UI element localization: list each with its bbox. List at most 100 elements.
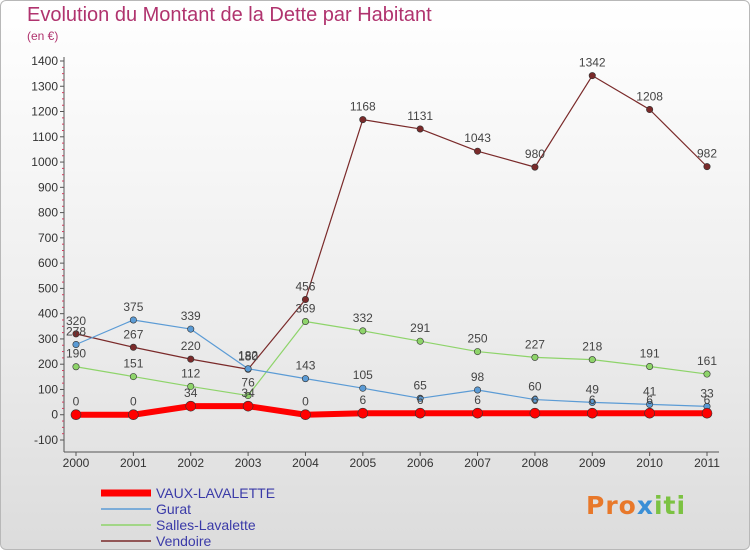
data-label: 182 bbox=[238, 349, 258, 363]
data-label: 332 bbox=[353, 311, 373, 325]
data-label: 0 bbox=[130, 395, 137, 409]
x-tick-label: 2009 bbox=[579, 456, 606, 470]
x-tick-label: 2005 bbox=[349, 456, 376, 470]
data-point bbox=[301, 375, 309, 383]
data-point bbox=[646, 106, 654, 114]
data-label: 34 bbox=[184, 386, 198, 400]
y-tick-label: 1200 bbox=[31, 105, 58, 119]
data-label: 191 bbox=[640, 346, 660, 360]
data-label: 6 bbox=[359, 393, 366, 407]
data-point bbox=[531, 163, 539, 171]
data-label: 982 bbox=[697, 147, 717, 161]
data-point bbox=[187, 355, 195, 363]
x-tick-label: 2003 bbox=[235, 456, 262, 470]
data-point bbox=[187, 325, 195, 333]
y-tick-label: 1100 bbox=[32, 130, 58, 144]
series-line bbox=[75, 75, 708, 370]
data-point bbox=[701, 407, 713, 419]
data-label: 320 bbox=[66, 314, 86, 328]
data-label: 267 bbox=[123, 327, 143, 341]
data-point bbox=[301, 296, 309, 304]
data-point bbox=[244, 365, 252, 373]
data-label: 41 bbox=[643, 384, 657, 398]
y-tick-label: -100 bbox=[34, 433, 58, 447]
data-label: 6 bbox=[417, 393, 424, 407]
data-point bbox=[70, 409, 82, 421]
data-label: 375 bbox=[123, 300, 143, 314]
data-point bbox=[586, 407, 598, 419]
data-point bbox=[300, 409, 311, 421]
x-tick-label: 2010 bbox=[636, 456, 663, 470]
data-label: 6 bbox=[474, 393, 481, 407]
x-tick-label: 2007 bbox=[464, 456, 491, 470]
data-label: 456 bbox=[295, 280, 315, 294]
x-tick-label: 2002 bbox=[177, 456, 204, 470]
data-label: 339 bbox=[181, 309, 201, 323]
data-point bbox=[414, 407, 426, 419]
data-point bbox=[359, 384, 367, 392]
x-tick-label: 2008 bbox=[522, 456, 549, 470]
y-tick-label: 400 bbox=[38, 307, 58, 321]
data-point bbox=[357, 407, 369, 419]
x-tick-label: 2006 bbox=[407, 456, 434, 470]
data-label: 60 bbox=[528, 380, 542, 394]
data-label: 143 bbox=[295, 359, 315, 373]
y-tick-label: 0 bbox=[51, 408, 58, 422]
y-tick-label: 500 bbox=[38, 281, 58, 295]
data-point bbox=[644, 407, 655, 419]
data-label: 1342 bbox=[579, 56, 606, 70]
data-label: 0 bbox=[302, 395, 309, 409]
data-point bbox=[588, 398, 596, 406]
data-point bbox=[129, 316, 137, 324]
data-label: 1043 bbox=[464, 131, 491, 145]
y-tick-label: 1000 bbox=[31, 155, 58, 169]
data-label: 6 bbox=[532, 393, 539, 407]
data-point bbox=[646, 400, 654, 408]
data-point bbox=[416, 125, 424, 133]
x-tick-label: 2004 bbox=[292, 456, 319, 470]
data-point bbox=[185, 400, 197, 412]
y-tick-label: 100 bbox=[38, 382, 58, 396]
data-label: 190 bbox=[66, 347, 86, 361]
data-label: 227 bbox=[525, 337, 545, 351]
data-point bbox=[359, 116, 367, 124]
data-point bbox=[128, 409, 139, 421]
data-label: 220 bbox=[181, 339, 201, 353]
data-point bbox=[301, 317, 309, 325]
data-label: 33 bbox=[700, 386, 714, 400]
y-tick-label: 300 bbox=[38, 332, 58, 346]
data-point bbox=[242, 400, 254, 412]
data-point bbox=[703, 370, 711, 378]
legend-label: Salles-Lavalette bbox=[156, 517, 256, 533]
data-label: 250 bbox=[468, 332, 488, 346]
data-point bbox=[72, 340, 80, 348]
data-point bbox=[474, 386, 482, 394]
data-label: 112 bbox=[181, 366, 200, 380]
y-tick-label: 1300 bbox=[31, 79, 58, 93]
data-label: 218 bbox=[582, 340, 602, 354]
data-label: 151 bbox=[123, 357, 143, 371]
y-tick-label: 700 bbox=[38, 231, 58, 245]
data-label: 0 bbox=[73, 395, 80, 409]
data-label: 34 bbox=[241, 386, 255, 400]
data-label: 180 bbox=[238, 349, 258, 363]
data-point bbox=[531, 396, 539, 404]
data-label: 6 bbox=[646, 393, 653, 407]
data-point bbox=[72, 363, 80, 371]
y-tick-label: 200 bbox=[38, 357, 58, 371]
data-label: 1168 bbox=[350, 100, 376, 114]
y-tick-label: 1400 bbox=[31, 54, 58, 68]
data-point bbox=[703, 163, 711, 171]
data-point bbox=[529, 407, 541, 419]
chart-subtitle: (en €) bbox=[27, 29, 59, 43]
data-label: 278 bbox=[66, 324, 86, 338]
data-label: 1208 bbox=[636, 90, 663, 104]
data-point bbox=[416, 337, 424, 345]
data-label: 65 bbox=[414, 378, 428, 392]
data-label: 369 bbox=[295, 301, 315, 315]
data-point bbox=[474, 348, 482, 356]
x-tick-label: 2000 bbox=[63, 456, 90, 470]
proxiti-logo: Proxiti bbox=[586, 491, 687, 520]
data-point bbox=[472, 407, 483, 419]
